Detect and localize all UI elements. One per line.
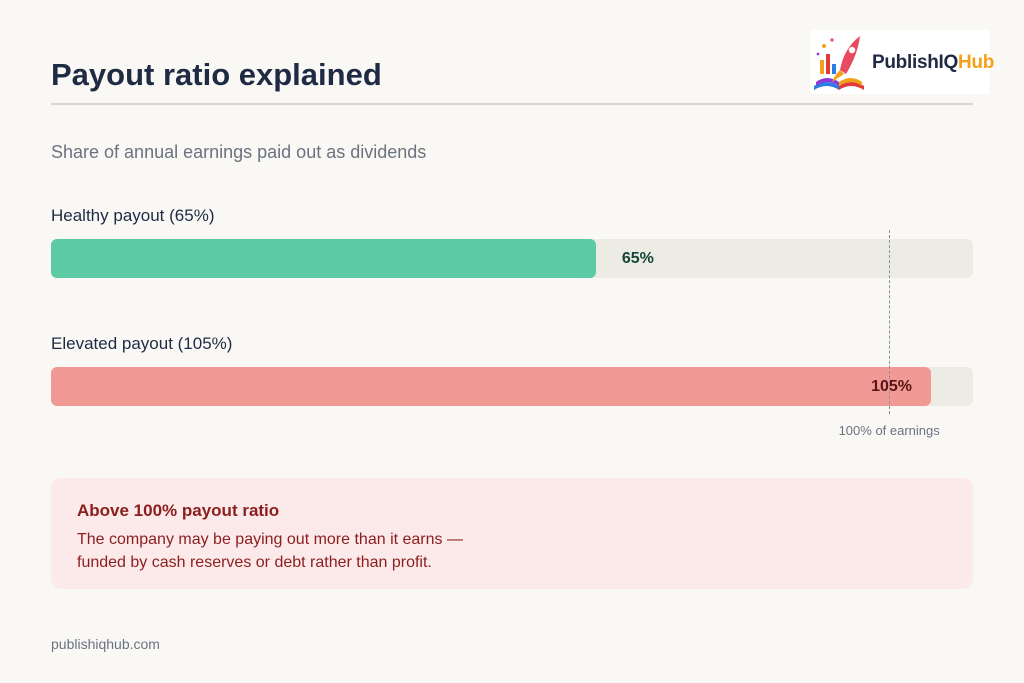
book-rocket-icon — [814, 36, 864, 90]
logo-text-accent: Hub — [957, 52, 995, 73]
footer-site-link[interactable]: publishiqhub.com — [51, 636, 160, 652]
reference-line-100 — [889, 230, 891, 414]
callout-body-line-1: The company may be paying out more than … — [77, 531, 463, 548]
warning-callout: Above 100% payout ratio The company may … — [51, 478, 973, 589]
bar-track-elevated: 105% — [51, 367, 973, 406]
bar-label-elevated: Elevated payout (105%) — [51, 334, 233, 353]
callout-body: The company may be paying out more than … — [77, 528, 497, 574]
bar-fill-elevated — [51, 367, 932, 406]
bar-fill-healthy — [51, 239, 596, 278]
chart-subtitle: Share of annual earnings paid out as div… — [51, 142, 427, 162]
reference-line-label: 100% of earnings — [838, 423, 940, 438]
page-title: Payout ratio explained — [51, 57, 382, 92]
bar-label-healthy: Healthy payout (65%) — [51, 206, 215, 225]
logo-text-main: PublishIQ — [872, 52, 958, 73]
bar-track-healthy: 65% — [51, 239, 973, 278]
value-label-elevated: 105% — [871, 378, 912, 395]
header-divider — [51, 103, 973, 105]
callout-body-line-2: funded by cash reserves or debt rather t… — [77, 554, 432, 571]
brand-logo[interactable]: PublishIQHub — [810, 30, 994, 94]
logo-wordmark: PublishIQHub — [872, 52, 994, 74]
callout-title: Above 100% payout ratio — [77, 501, 280, 520]
value-label-healthy: 65% — [621, 250, 654, 267]
